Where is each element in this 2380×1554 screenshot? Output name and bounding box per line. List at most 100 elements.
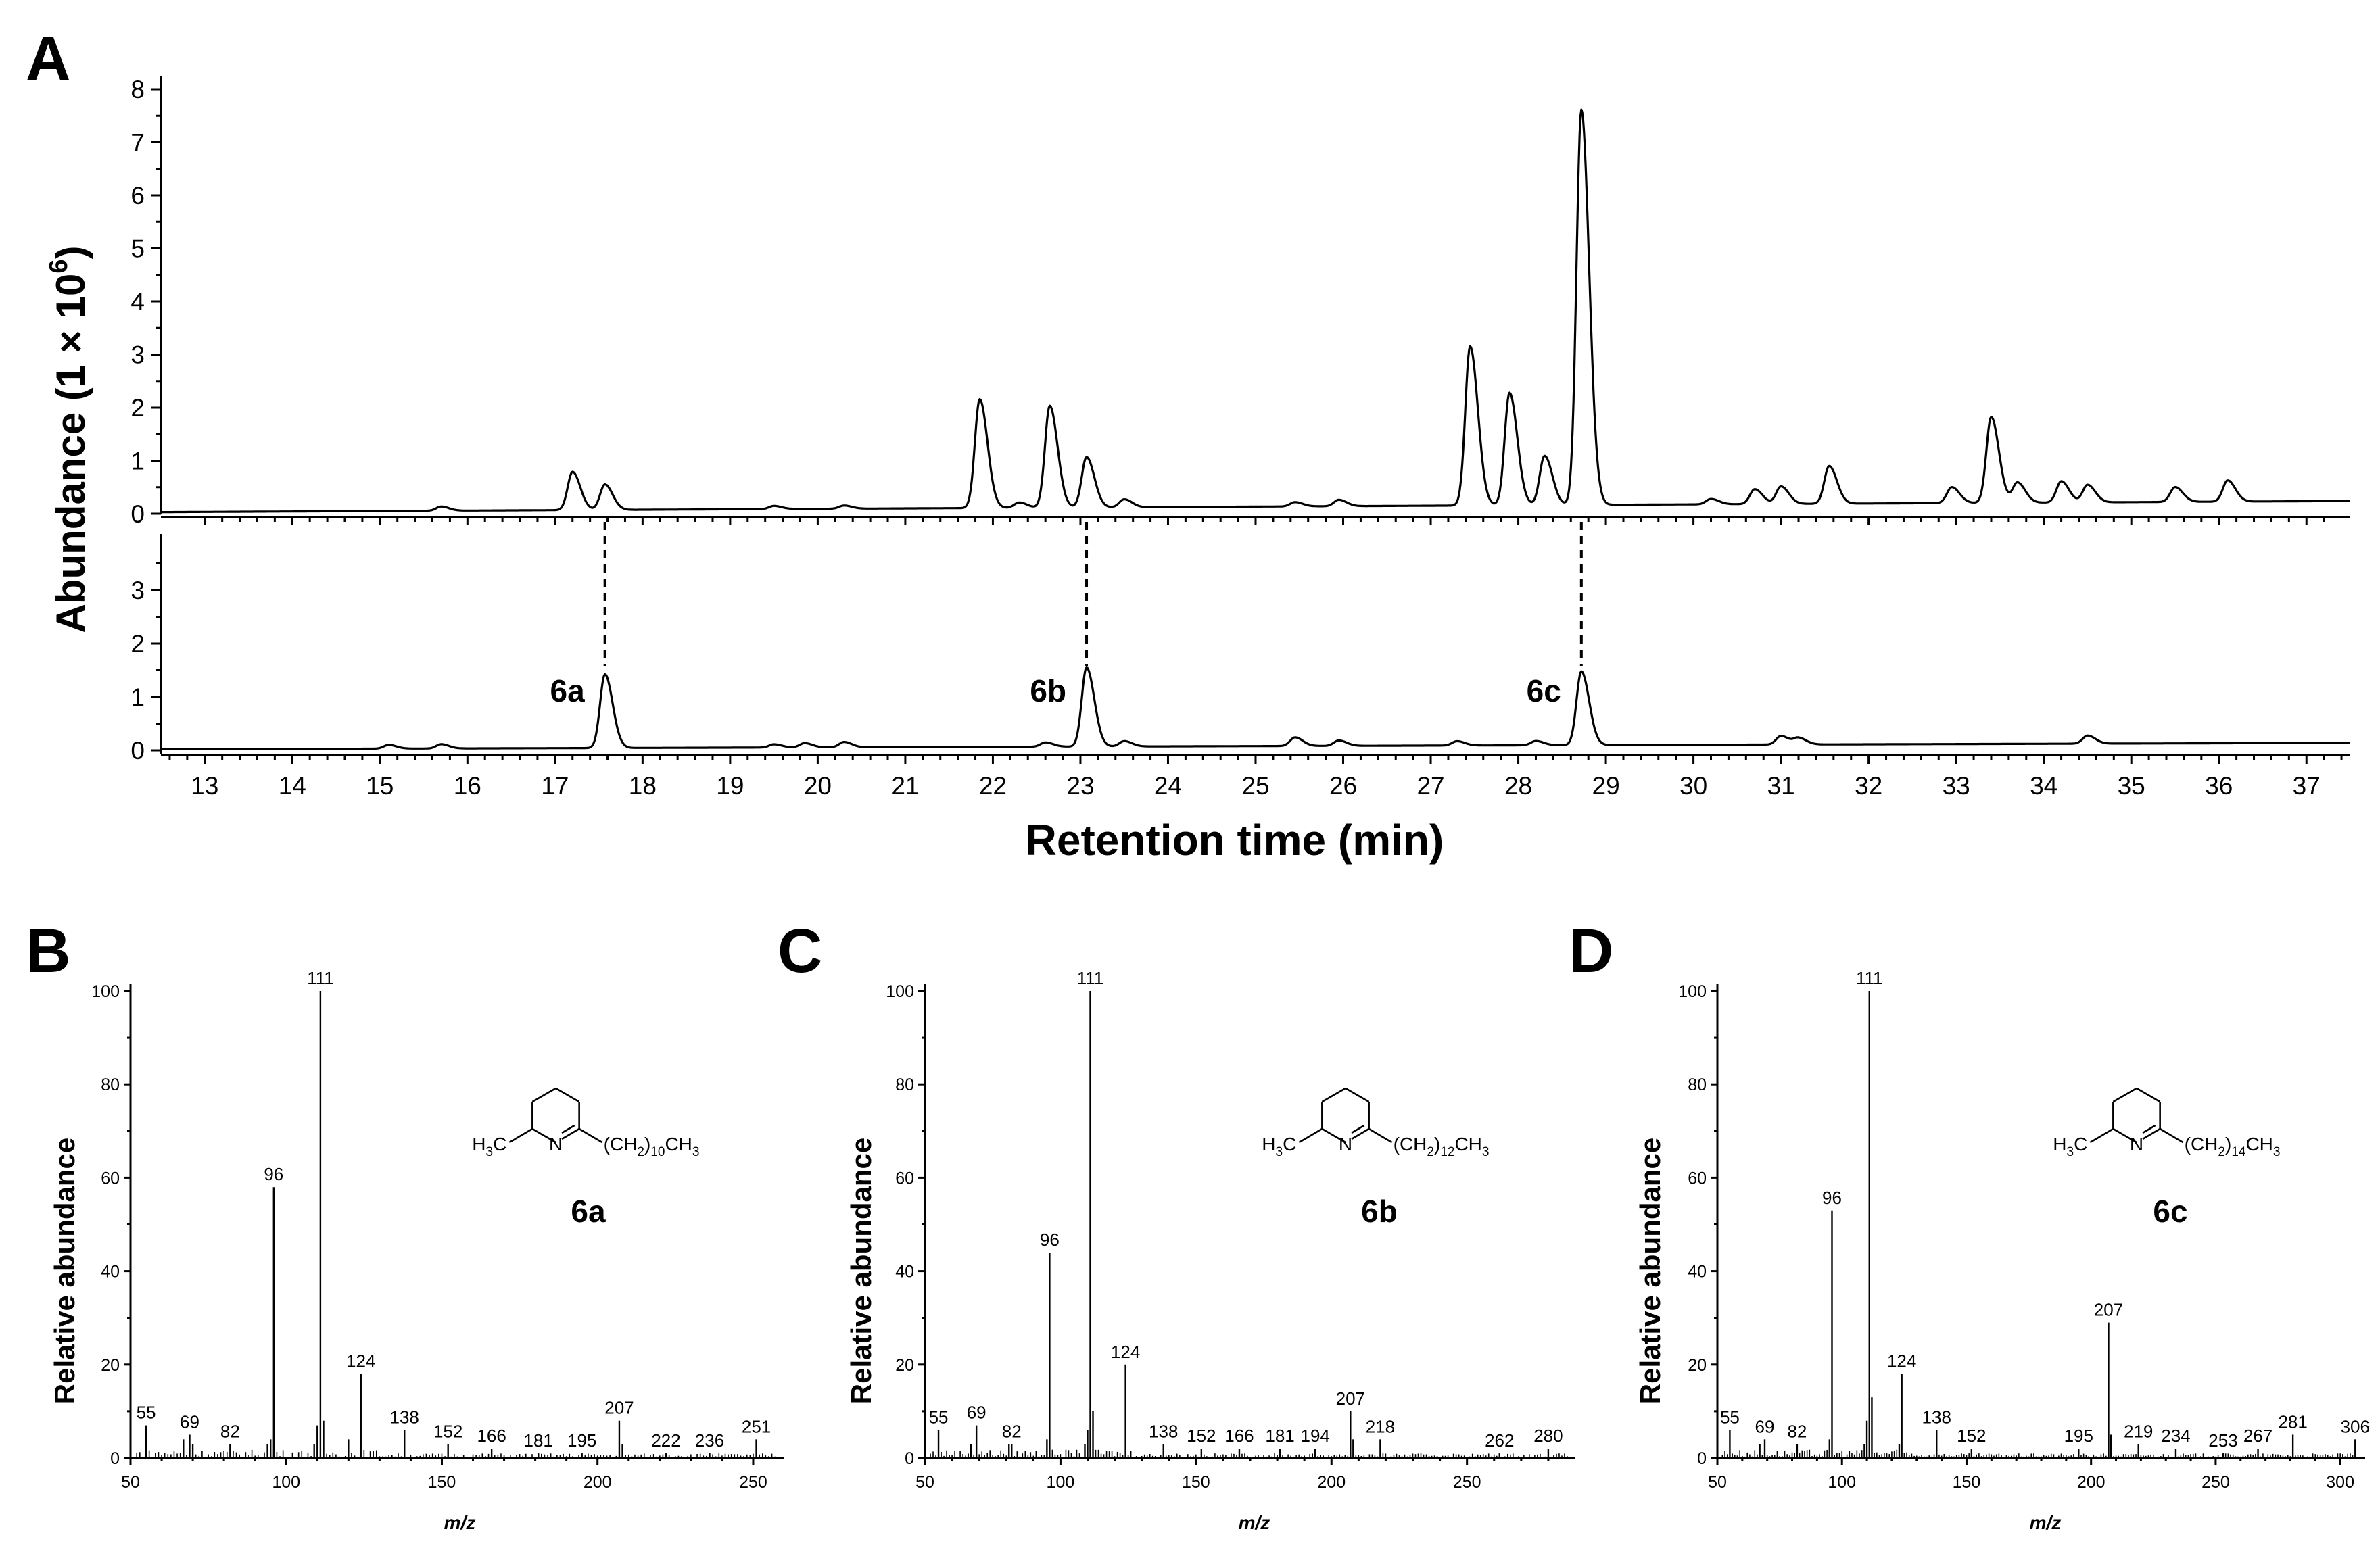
methyl-label-c: C <box>493 1134 506 1155</box>
bottom-y-tick-label: 0 <box>130 737 145 764</box>
panel-letter-d: D <box>1569 917 1613 986</box>
peak-label: 111 <box>307 968 334 988</box>
ring-bond <box>1321 1127 1346 1144</box>
chain-label-n: 10 <box>650 1145 665 1159</box>
peak-label: 69 <box>180 1411 199 1432</box>
methyl-label-h: H <box>1262 1134 1275 1155</box>
mass-spectrum-6c: Relative abundance m/z 0 20 40 60 80 100 50 100… <box>1634 968 2370 1533</box>
y-tick-label: 20 <box>895 1356 914 1375</box>
y-tick-label: 20 <box>1688 1356 1707 1375</box>
chain-label-suffix: CH <box>1454 1134 1481 1155</box>
y-tick-label: 80 <box>895 1075 914 1094</box>
x-tick-label: 200 <box>584 1473 612 1492</box>
peak-label: 280 <box>1533 1426 1563 1446</box>
peak-label: 281 <box>2278 1411 2307 1432</box>
y-tick-label: 0 <box>1697 1449 1707 1468</box>
top-trace-axes: 0 1 2 3 4 5 6 7 8 <box>130 76 2351 528</box>
peak-label: 267 <box>2243 1426 2272 1446</box>
ring-bond <box>531 1087 556 1103</box>
chemical-structure: N H3C (CH2)12CH3 <box>1262 1087 1490 1159</box>
peak-label: 124 <box>1887 1351 1916 1371</box>
bottom-trace-line <box>160 666 2351 750</box>
x-tick-label: 22 <box>979 772 1007 800</box>
x-tick-label: 24 <box>1154 772 1182 800</box>
top-y-tick-label: 4 <box>130 288 145 316</box>
y-tick-label: 20 <box>101 1356 120 1375</box>
x-axis-label: Retention time (min) <box>1026 816 1444 865</box>
chain-label-n: 14 <box>2231 1145 2246 1159</box>
spectrum-bars: 0 20 40 60 80 100 50 100 150 200 250 55 69 82 96 111 124… <box>886 968 1575 1492</box>
bottom-y-tick-label: 2 <box>130 630 145 658</box>
chain-label-end-sub: 3 <box>2273 1145 2281 1159</box>
peak-label: 207 <box>1336 1388 1365 1409</box>
y-axis-label: Relative abundance <box>1634 1138 1666 1404</box>
methyl-label: H3C <box>1262 1134 1296 1159</box>
methyl-label-sub: 3 <box>486 1145 494 1159</box>
chain-label-mid: ) <box>644 1134 650 1155</box>
y-tick-label: 100 <box>886 982 914 1001</box>
x-tick-label: 26 <box>1329 772 1357 800</box>
x-tick-label: 30 <box>1680 772 1707 800</box>
y-axis-label-main: Abundance (1 × 10 <box>48 274 93 633</box>
ring-double-bond <box>2142 1127 2161 1140</box>
chain-label: (CH2)10CH3 <box>604 1134 700 1159</box>
top-y-tick-label: 1 <box>130 447 145 475</box>
ring-bond <box>1345 1087 1370 1103</box>
peak-label: 166 <box>1224 1426 1254 1446</box>
peak-label: 111 <box>1856 968 1883 988</box>
bottom-trace-axes: 0 1 2 3 <box>130 534 2351 764</box>
ring-double-bond-inner <box>1351 1124 1365 1134</box>
peak-label: 195 <box>2064 1426 2093 1446</box>
peak-label: 55 <box>137 1403 156 1423</box>
chain-label-n: 12 <box>1440 1145 1454 1159</box>
peak-label: 124 <box>1111 1342 1140 1362</box>
peak-label: 55 <box>929 1407 949 1428</box>
y-axis-label-end: ) <box>48 246 93 260</box>
x-tick-label: 18 <box>629 772 657 800</box>
methyl-label-h: H <box>472 1134 485 1155</box>
x-tick-label: 23 <box>1066 772 1094 800</box>
peak-label: 234 <box>2161 1426 2190 1446</box>
chain-bond <box>578 1127 603 1144</box>
peak-label: 69 <box>967 1403 986 1423</box>
chain-label: (CH2)12CH3 <box>1394 1134 1490 1159</box>
x-tick-label: 28 <box>1504 772 1532 800</box>
compound-label: 6a <box>571 1194 606 1229</box>
chain-label-mid: ) <box>2225 1134 2231 1155</box>
bottom-y-tick-label: 3 <box>130 577 145 604</box>
ring-double-bond-inner <box>561 1124 575 1134</box>
peak-label: 181 <box>1265 1426 1294 1446</box>
chain-bond <box>1368 1127 1393 1144</box>
chain-label-prefix: (CH <box>1394 1134 1427 1155</box>
peak-label: 96 <box>264 1164 283 1184</box>
x-tick-label: 100 <box>272 1473 300 1492</box>
x-tick-label: 250 <box>1453 1473 1481 1492</box>
chain-label-prefix: (CH <box>604 1134 638 1155</box>
x-tick-label: 250 <box>739 1473 767 1492</box>
peak-label: 55 <box>1720 1407 1740 1428</box>
top-y-tick-label: 8 <box>130 76 145 103</box>
x-tick-label: 36 <box>2205 772 2233 800</box>
y-tick-label: 60 <box>1688 1169 1707 1188</box>
mass-spectrum-6b: Relative abundance m/z 0 20 40 60 80 100 50 100… <box>845 968 1575 1533</box>
x-tick-label: 21 <box>891 772 919 800</box>
chain-label-suffix: CH <box>665 1134 692 1155</box>
x-tick-label: 20 <box>804 772 832 800</box>
spectrum-bars: 0 20 40 60 80 100 50 100 150 200 250 300 55 69 82 96 111… <box>1678 968 2370 1492</box>
chain-label-mid: ) <box>1434 1134 1440 1155</box>
x-tick-label: 33 <box>1943 772 1970 800</box>
peak-label: 222 <box>651 1430 680 1451</box>
peak-label: 166 <box>477 1426 506 1446</box>
x-tick-label: 27 <box>1417 772 1444 800</box>
ring-double-bond <box>561 1127 580 1140</box>
x-tick-label: 150 <box>428 1473 456 1492</box>
peak-label: 207 <box>2094 1300 2123 1320</box>
peak-label: 152 <box>433 1421 462 1441</box>
peak-label: 181 <box>524 1430 553 1451</box>
top-y-tick-label: 0 <box>130 500 145 528</box>
y-tick-label: 100 <box>91 982 120 1001</box>
peak-label: 253 <box>2208 1430 2237 1451</box>
ring-nitrogen-label: N <box>1339 1134 1352 1155</box>
peak-label: 96 <box>1822 1188 1842 1208</box>
